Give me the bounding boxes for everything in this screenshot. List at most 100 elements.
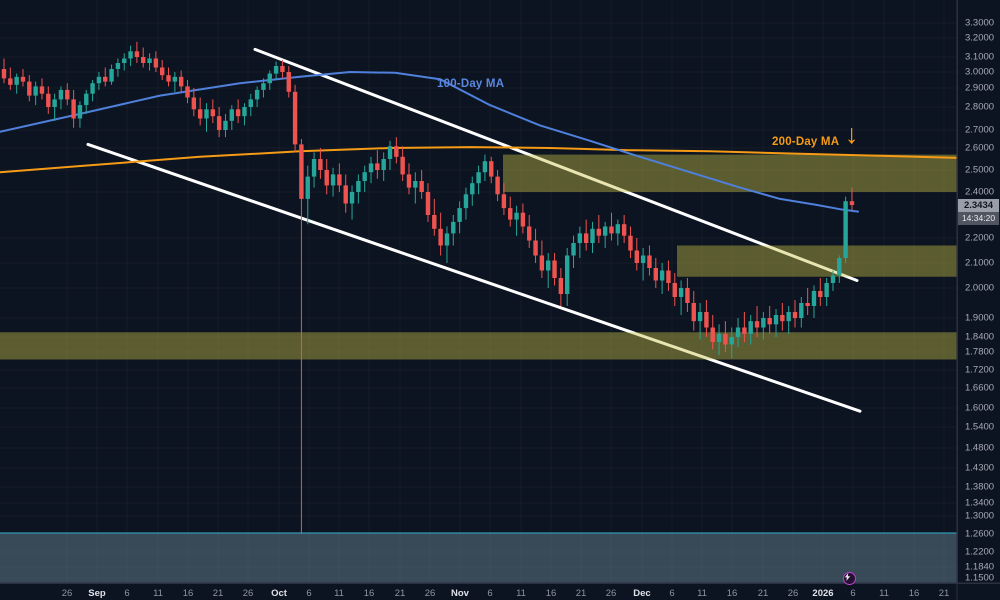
- candle-body: [533, 240, 538, 256]
- candle-body: [261, 83, 266, 90]
- ma100-line[interactable]: [0, 71, 859, 213]
- candle-body: [191, 97, 197, 110]
- price-axis[interactable]: 3.3000 3.2000 3.1000 3.0000 2.9000 2.8000 2.70…: [957, 0, 1000, 584]
- price-tick-label: 1.6000: [965, 402, 995, 414]
- candle-body: [742, 327, 747, 334]
- candle-body: [602, 226, 608, 236]
- candle-body: [444, 233, 450, 246]
- time-tick-label: 16: [908, 588, 920, 599]
- price-tick-label: 1.3800: [965, 481, 995, 493]
- lower-channel-line[interactable]: [86, 142, 862, 413]
- ma200-line[interactable]: [0, 146, 958, 174]
- candle-body: [406, 174, 412, 188]
- candle-body: [166, 75, 171, 82]
- candle-body: [172, 76, 178, 82]
- candle-body: [495, 176, 500, 195]
- candle-body: [280, 66, 285, 72]
- candle-body: [299, 144, 304, 199]
- price-tick-label: 2.1000: [965, 257, 995, 269]
- candle-body: [197, 109, 203, 119]
- candle-body: [837, 258, 842, 276]
- candle-body: [615, 224, 621, 234]
- resistance-zone-mid[interactable]: [677, 245, 957, 277]
- candle-body: [273, 66, 279, 74]
- candle-body: [596, 228, 602, 236]
- candles-layer[interactable]: [1, 41, 855, 534]
- time-tick-label: 6: [669, 588, 675, 599]
- candle-body: [773, 315, 779, 325]
- price-tick-label: 2.7000: [965, 124, 995, 136]
- candle-body: [476, 172, 481, 184]
- time-tick-label: 11: [153, 588, 163, 599]
- price-tick-label: 3.0000: [965, 66, 995, 78]
- candle-body: [659, 270, 665, 281]
- candle-body: [780, 315, 785, 322]
- candle-body: [590, 228, 595, 243]
- support-zone-lower[interactable]: [0, 332, 957, 360]
- candle-body: [508, 208, 513, 220]
- time-tick-label: 26: [242, 588, 254, 599]
- price-tick-label: 1.6600: [965, 382, 995, 394]
- candle-body: [394, 146, 399, 157]
- candle-body: [849, 201, 855, 206]
- candle-body: [640, 255, 646, 263]
- candle-body: [577, 233, 583, 243]
- time-tick-label: 16: [726, 588, 738, 599]
- event-lightning-icon[interactable]: [843, 572, 856, 585]
- candle-body: [489, 161, 494, 177]
- candle-body: [109, 69, 114, 82]
- time-tick-label: 26: [605, 588, 617, 599]
- upper-channel-line[interactable]: [253, 47, 859, 282]
- candle-body: [520, 212, 526, 227]
- candle-body: [716, 333, 722, 342]
- candle-body: [583, 233, 589, 243]
- ma200-label[interactable]: 200-Day MA: [772, 136, 840, 148]
- time-axis[interactable]: 26 Sep 6 11 16 21 26 Oct 6 11 16 21 26 Nov 6 11 16 21 26 De…: [0, 583, 1000, 600]
- candle-body: [65, 89, 70, 100]
- ma100-label[interactable]: 100-Day MA: [437, 78, 505, 90]
- candle-body: [419, 181, 424, 192]
- candle-body: [387, 146, 393, 159]
- candle-body: [185, 86, 190, 98]
- candle-body: [254, 89, 260, 100]
- candle-body: [362, 172, 367, 181]
- candle-body: [33, 86, 38, 96]
- candle-body: [799, 303, 804, 318]
- time-tick-label: 26: [787, 588, 799, 599]
- price-tick-label: 1.7200: [965, 364, 995, 376]
- candle-body: [20, 76, 26, 82]
- price-tick-label: 1.5400: [965, 421, 995, 433]
- candle-body: [634, 250, 639, 263]
- candle-body: [286, 72, 291, 92]
- candle-body: [805, 303, 810, 306]
- candle-body: [818, 291, 823, 297]
- candle-body: [311, 159, 317, 177]
- price-tick-label: 3.1000: [965, 51, 995, 63]
- candle-body: [324, 170, 329, 186]
- down-arrow-annotation[interactable]: ↓: [845, 119, 859, 149]
- candle-body: [84, 93, 89, 106]
- crash-low-zone[interactable]: [0, 533, 957, 583]
- last-price-label: 2.3434 14:34:20: [958, 199, 999, 225]
- price-tick-label: 2.5000: [965, 164, 995, 176]
- candle-body: [539, 255, 545, 271]
- candle-body: [368, 163, 374, 173]
- candle-body: [349, 192, 355, 204]
- bar-countdown: 14:34:20: [958, 212, 999, 225]
- candle-body: [305, 176, 310, 199]
- candle-body: [761, 318, 766, 328]
- time-tick-label: 6: [850, 588, 856, 599]
- candle-body: [735, 327, 741, 337]
- time-tick-label: 11: [516, 588, 526, 599]
- time-tick-label: 21: [938, 588, 950, 599]
- candle-body: [527, 226, 532, 241]
- resistance-zone-upper[interactable]: [503, 154, 957, 192]
- candle-body: [501, 194, 507, 209]
- time-tick-label: 16: [363, 588, 375, 599]
- candle-body: [1, 69, 7, 79]
- time-tick-label: 21: [575, 588, 587, 599]
- lightning-bolt-glyph: [844, 573, 851, 581]
- time-tick-label: Nov: [451, 588, 469, 599]
